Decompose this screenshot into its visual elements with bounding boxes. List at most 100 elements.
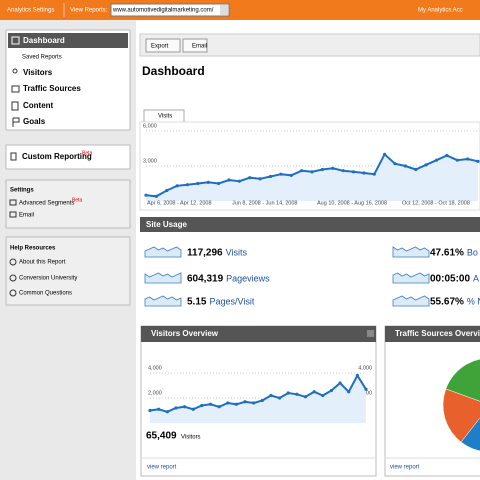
analytics-settings-link[interactable]: Analytics Settings <box>7 8 54 14</box>
site-usage-title: Site Usage <box>146 220 187 229</box>
y-tick-label: 3,000 <box>143 158 157 164</box>
saved-reports-link[interactable]: Saved Reports <box>22 55 62 61</box>
x-tick-label: Apr 6, 2008 - Apr 12, 2008 <box>147 200 212 206</box>
help-item[interactable]: Conversion University <box>19 276 77 282</box>
point <box>243 400 247 404</box>
point <box>310 170 314 174</box>
nav-item[interactable]: Traffic Sources <box>23 84 81 93</box>
icon <box>10 152 17 161</box>
metric-label: Pageviews <box>226 273 270 283</box>
point <box>295 392 299 396</box>
point <box>445 153 449 158</box>
y-tick-label: 4,000 <box>148 365 162 371</box>
nav-item[interactable]: Content <box>23 101 54 110</box>
settings-item[interactable]: Email <box>19 213 34 219</box>
visitors-total: 65,409 <box>146 431 177 442</box>
email-button[interactable] <box>182 38 208 53</box>
point <box>372 172 376 176</box>
page-title: Dashboard <box>142 64 205 78</box>
nav-item[interactable]: Goals <box>23 117 46 126</box>
point <box>300 169 304 173</box>
metric-value: 00:05:00 <box>430 274 470 285</box>
point <box>289 173 293 177</box>
site-select-text: www.automotivedigitalmarketing.com/ <box>112 8 214 14</box>
dashboard-nav[interactable]: Dashboard <box>23 36 65 45</box>
icon <box>11 36 20 45</box>
point <box>329 388 334 393</box>
point <box>217 181 221 186</box>
help-box <box>5 236 131 306</box>
metric-value: 5.15 <box>187 297 207 308</box>
point <box>341 169 345 173</box>
icon <box>11 101 19 111</box>
metric-value: 604,319 <box>187 274 224 285</box>
point <box>234 402 238 406</box>
metric-label: % N <box>467 296 480 306</box>
y-tick-label: 2,000 <box>148 390 162 396</box>
help-item[interactable]: Common Questions <box>19 291 72 297</box>
point <box>476 159 480 163</box>
pie-slice <box>445 358 480 402</box>
metric-tab-text: Visits <box>158 114 172 120</box>
point <box>185 183 190 187</box>
point <box>455 158 459 162</box>
point <box>320 167 324 172</box>
traffic-title: Traffic Sources Overvie <box>395 329 480 338</box>
metric-value: 55.67% <box>430 297 464 308</box>
close-icon[interactable] <box>367 330 374 337</box>
icon <box>9 211 17 218</box>
sparkline <box>144 246 182 258</box>
x-tick-label: Jun 8, 2008 - Jun 14, 2008 <box>232 200 297 206</box>
export-button[interactable] <box>145 38 181 53</box>
visitors-title: Visitors Overview <box>151 329 219 338</box>
point <box>403 164 407 168</box>
point <box>362 171 366 175</box>
traffic-header <box>385 326 480 342</box>
view-report-link[interactable]: view report <box>390 465 420 471</box>
icon <box>12 68 18 74</box>
email-button-text: Email <box>192 44 207 50</box>
metric-label: A <box>473 273 479 283</box>
point <box>347 390 351 394</box>
point <box>268 174 273 179</box>
site-select[interactable] <box>110 3 230 17</box>
point <box>200 403 204 408</box>
point <box>434 158 439 162</box>
account-link[interactable]: My Analytics Acc <box>418 8 463 14</box>
metric-value: 117,296 <box>187 248 223 259</box>
sparkline <box>392 272 430 284</box>
point <box>393 162 397 166</box>
settings-box <box>5 179 131 229</box>
point <box>182 405 187 409</box>
select-arrow <box>220 5 228 15</box>
point <box>148 408 152 413</box>
help-item[interactable]: About this Report <box>19 260 66 266</box>
visitors-total-label: Visitors <box>181 435 201 441</box>
nav-item[interactable]: Visitors <box>23 68 53 77</box>
help-title: Help Resources <box>10 246 56 252</box>
custom-reporting-link[interactable]: Custom Reporting <box>22 152 92 161</box>
dashboard-tab[interactable] <box>8 33 128 48</box>
icon <box>9 274 17 282</box>
view-report-link[interactable]: view report <box>147 465 177 471</box>
point <box>206 180 210 184</box>
point <box>338 381 342 385</box>
x-tick-label: Oct 12, 2008 - Oct 18, 2008 <box>402 200 470 206</box>
point <box>226 401 230 405</box>
point <box>269 393 273 398</box>
point <box>157 407 161 411</box>
point <box>424 163 428 167</box>
point <box>258 177 262 181</box>
point <box>278 396 282 400</box>
settings-item[interactable]: Advanced Segments <box>19 201 74 207</box>
icon <box>9 199 17 206</box>
sparkline <box>144 272 182 284</box>
metric-label: Bo <box>467 247 478 257</box>
point <box>175 184 179 188</box>
point <box>286 391 290 395</box>
point <box>165 410 169 414</box>
area <box>150 375 366 423</box>
y-tick-label: 4,000 <box>358 365 372 371</box>
beta-badge: Beta <box>72 197 83 203</box>
